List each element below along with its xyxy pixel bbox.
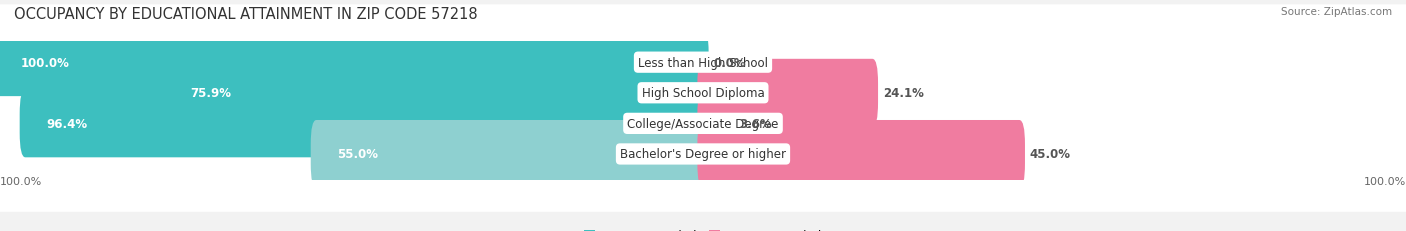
- Text: 24.1%: 24.1%: [883, 87, 924, 100]
- FancyBboxPatch shape: [697, 121, 1025, 188]
- Text: OCCUPANCY BY EDUCATIONAL ATTAINMENT IN ZIP CODE 57218: OCCUPANCY BY EDUCATIONAL ATTAINMENT IN Z…: [14, 7, 478, 22]
- Text: 45.0%: 45.0%: [1029, 148, 1071, 161]
- FancyBboxPatch shape: [0, 97, 1406, 212]
- Text: 100.0%: 100.0%: [0, 176, 42, 186]
- Text: Bachelor's Degree or higher: Bachelor's Degree or higher: [620, 148, 786, 161]
- FancyBboxPatch shape: [0, 36, 1406, 151]
- Text: 100.0%: 100.0%: [1364, 176, 1406, 186]
- FancyBboxPatch shape: [163, 60, 709, 127]
- Text: 55.0%: 55.0%: [337, 148, 378, 161]
- FancyBboxPatch shape: [697, 90, 734, 158]
- Text: 96.4%: 96.4%: [46, 117, 87, 130]
- FancyBboxPatch shape: [697, 60, 877, 127]
- FancyBboxPatch shape: [0, 66, 1406, 181]
- FancyBboxPatch shape: [20, 90, 709, 158]
- FancyBboxPatch shape: [311, 121, 709, 188]
- Text: High School Diploma: High School Diploma: [641, 87, 765, 100]
- Text: 75.9%: 75.9%: [190, 87, 232, 100]
- Text: 100.0%: 100.0%: [21, 56, 70, 69]
- Legend: Owner-occupied, Renter-occupied: Owner-occupied, Renter-occupied: [579, 224, 827, 231]
- Text: 3.6%: 3.6%: [740, 117, 772, 130]
- Text: College/Associate Degree: College/Associate Degree: [627, 117, 779, 130]
- Text: 0.0%: 0.0%: [713, 56, 747, 69]
- Text: Source: ZipAtlas.com: Source: ZipAtlas.com: [1281, 7, 1392, 17]
- FancyBboxPatch shape: [0, 5, 1406, 121]
- FancyBboxPatch shape: [0, 29, 709, 97]
- Text: Less than High School: Less than High School: [638, 56, 768, 69]
